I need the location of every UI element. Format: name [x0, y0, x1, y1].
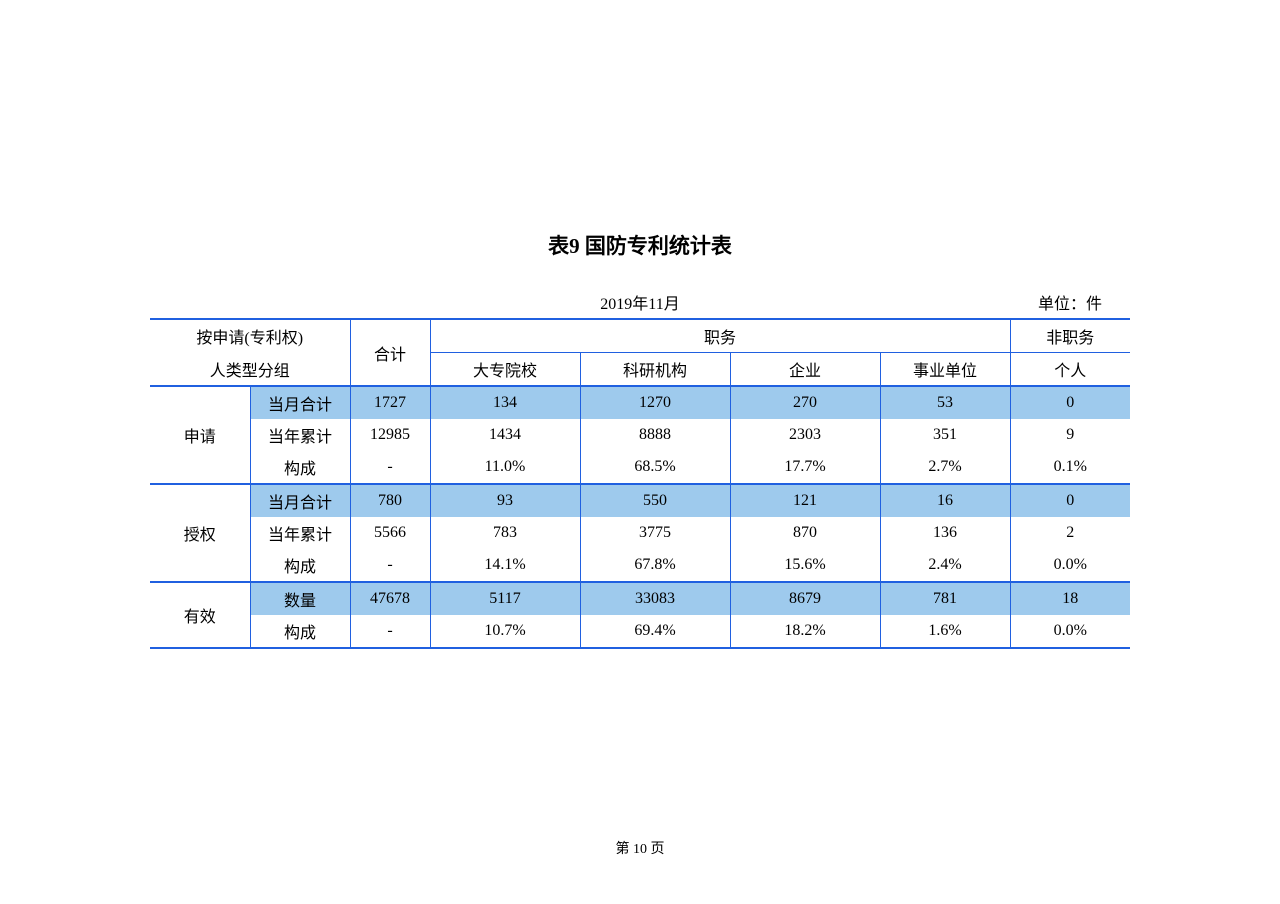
- unit-label: 单位：件: [1038, 290, 1102, 314]
- grant-year-label: 当年累计: [250, 517, 350, 549]
- header-nonduty: 非职务: [1010, 319, 1130, 353]
- table-cell: 15.6%: [730, 549, 880, 582]
- table-cell: 68.5%: [580, 451, 730, 484]
- table-cell: 0.0%: [1010, 549, 1130, 582]
- table-cell: 5566: [350, 517, 430, 549]
- table-cell: 780: [350, 484, 430, 517]
- table-cell: 14.1%: [430, 549, 580, 582]
- patent-stats-table: 按申请(专利权) 合计 职务 非职务 人类型分组 大专院校 科研机构 企业 事业…: [150, 318, 1130, 649]
- page-footer: 第 10 页: [0, 838, 1280, 858]
- table-cell: 121: [730, 484, 880, 517]
- table-cell: -: [350, 451, 430, 484]
- grant-compose-label: 构成: [250, 549, 350, 582]
- valid-compose-label: 构成: [250, 615, 350, 648]
- header-individual: 个人: [1010, 353, 1130, 387]
- table-cell: 783: [430, 517, 580, 549]
- apply-compose-label: 构成: [250, 451, 350, 484]
- table-cell: 270: [730, 386, 880, 419]
- table-cell: 0.0%: [1010, 615, 1130, 648]
- table-cell: 33083: [580, 582, 730, 615]
- header-institution: 事业单位: [880, 353, 1010, 387]
- table-cell: 136: [880, 517, 1010, 549]
- table-cell: 1.6%: [880, 615, 1010, 648]
- table-cell: 351: [880, 419, 1010, 451]
- header-total: 合计: [350, 319, 430, 386]
- date-label: 2019年11月: [600, 290, 679, 314]
- table-cell: 0: [1010, 484, 1130, 517]
- table-cell: 781: [880, 582, 1010, 615]
- table-cell: 0.1%: [1010, 451, 1130, 484]
- table-cell: 8888: [580, 419, 730, 451]
- table-cell: 2.7%: [880, 451, 1010, 484]
- table-cell: 0: [1010, 386, 1130, 419]
- table-cell: 9: [1010, 419, 1130, 451]
- table-cell: 2.4%: [880, 549, 1010, 582]
- table-cell: 870: [730, 517, 880, 549]
- table-cell: 18.2%: [730, 615, 880, 648]
- table-cell: 12985: [350, 419, 430, 451]
- header-college: 大专院校: [430, 353, 580, 387]
- table-cell: 10.7%: [430, 615, 580, 648]
- section-apply-label: 申请: [150, 386, 250, 484]
- header-duty: 职务: [430, 319, 1010, 353]
- table-cell: 2303: [730, 419, 880, 451]
- table-cell: 134: [430, 386, 580, 419]
- header-group-line1: 按申请(专利权): [150, 319, 350, 353]
- header-enterprise: 企业: [730, 353, 880, 387]
- table-cell: 5117: [430, 582, 580, 615]
- apply-year-label: 当年累计: [250, 419, 350, 451]
- meta-row: 2019年11月 单位：件: [80, 290, 1200, 314]
- table-cell: 1270: [580, 386, 730, 419]
- table-cell: -: [350, 549, 430, 582]
- table-title: 表9 国防专利统计表: [80, 230, 1200, 260]
- header-research: 科研机构: [580, 353, 730, 387]
- table-cell: 3775: [580, 517, 730, 549]
- table-cell: 1434: [430, 419, 580, 451]
- table-cell: 47678: [350, 582, 430, 615]
- table-cell: 17.7%: [730, 451, 880, 484]
- section-valid-label: 有效: [150, 582, 250, 648]
- table-cell: 93: [430, 484, 580, 517]
- header-group-line2: 人类型分组: [150, 353, 350, 387]
- section-grant-label: 授权: [150, 484, 250, 582]
- table-cell: 69.4%: [580, 615, 730, 648]
- table-cell: -: [350, 615, 430, 648]
- table-cell: 53: [880, 386, 1010, 419]
- apply-month-label: 当月合计: [250, 386, 350, 419]
- table-cell: 18: [1010, 582, 1130, 615]
- grant-month-label: 当月合计: [250, 484, 350, 517]
- table-cell: 16: [880, 484, 1010, 517]
- valid-count-label: 数量: [250, 582, 350, 615]
- table-cell: 11.0%: [430, 451, 580, 484]
- table-cell: 67.8%: [580, 549, 730, 582]
- table-cell: 2: [1010, 517, 1130, 549]
- table-cell: 1727: [350, 386, 430, 419]
- table-cell: 8679: [730, 582, 880, 615]
- table-cell: 550: [580, 484, 730, 517]
